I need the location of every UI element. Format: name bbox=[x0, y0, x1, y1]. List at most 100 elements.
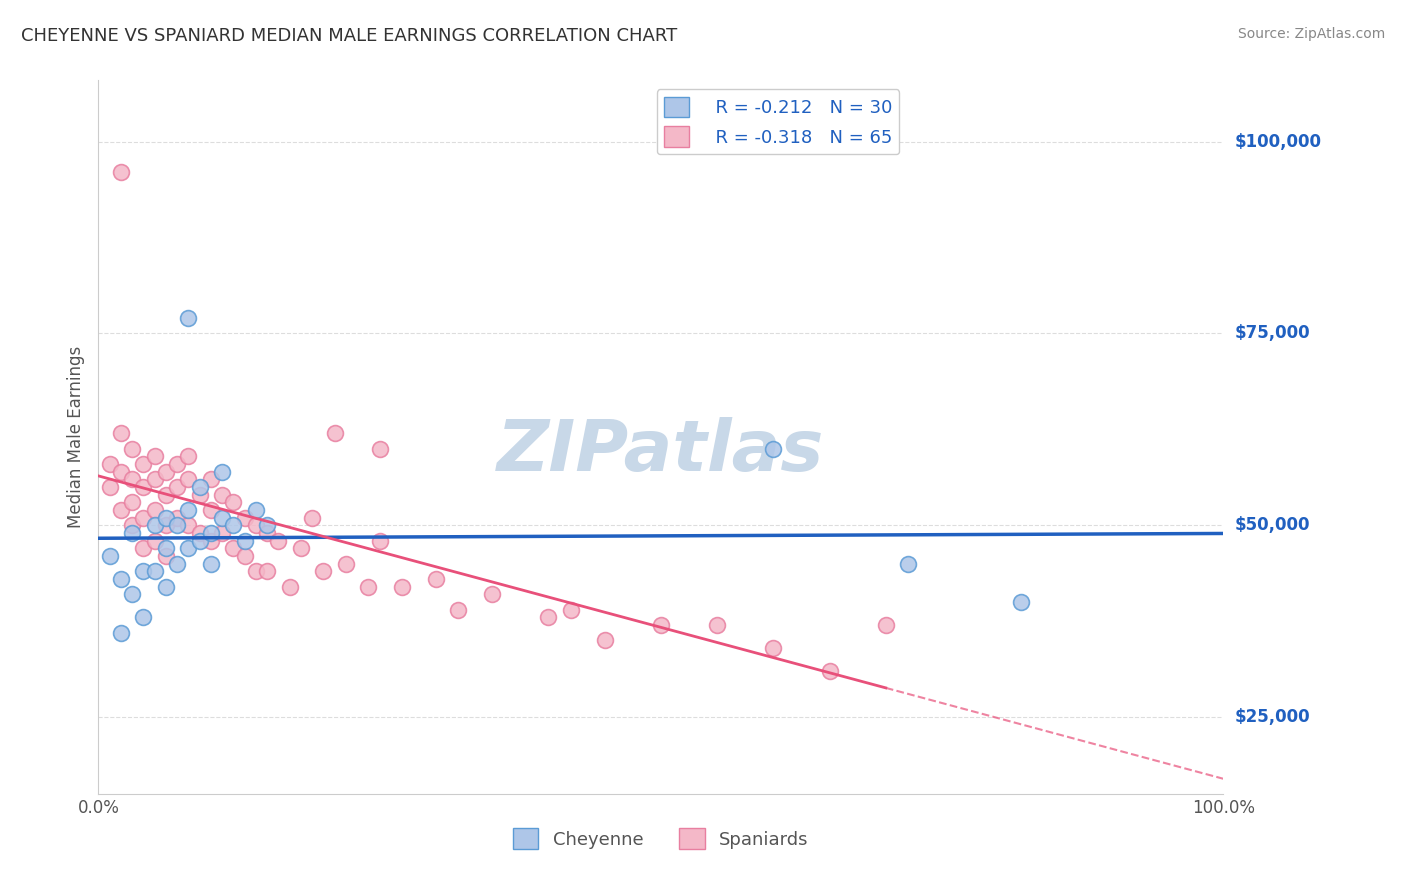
Text: $25,000: $25,000 bbox=[1234, 708, 1310, 726]
Point bbox=[233, 510, 256, 524]
Point bbox=[121, 526, 143, 541]
Point bbox=[110, 165, 132, 179]
Point bbox=[132, 541, 155, 556]
Point bbox=[211, 465, 233, 479]
Point bbox=[335, 557, 357, 571]
Point bbox=[391, 580, 413, 594]
Text: $50,000: $50,000 bbox=[1234, 516, 1310, 534]
Point bbox=[593, 633, 616, 648]
Point bbox=[110, 572, 132, 586]
Point bbox=[121, 518, 143, 533]
Point bbox=[200, 526, 222, 541]
Point bbox=[143, 450, 166, 464]
Y-axis label: Median Male Earnings: Median Male Earnings bbox=[66, 346, 84, 528]
Point bbox=[110, 625, 132, 640]
Point bbox=[245, 565, 267, 579]
Point bbox=[177, 472, 200, 486]
Point bbox=[875, 618, 897, 632]
Point bbox=[166, 510, 188, 524]
Point bbox=[368, 533, 391, 548]
Point bbox=[132, 565, 155, 579]
Point bbox=[537, 610, 560, 624]
Point bbox=[166, 518, 188, 533]
Point bbox=[188, 480, 211, 494]
Point bbox=[110, 503, 132, 517]
Point bbox=[98, 457, 121, 471]
Point bbox=[425, 572, 447, 586]
Point bbox=[98, 480, 121, 494]
Point bbox=[200, 503, 222, 517]
Point bbox=[132, 610, 155, 624]
Point bbox=[143, 518, 166, 533]
Point bbox=[143, 533, 166, 548]
Point bbox=[200, 557, 222, 571]
Point bbox=[177, 541, 200, 556]
Point bbox=[143, 565, 166, 579]
Text: $100,000: $100,000 bbox=[1234, 133, 1322, 151]
Text: ZIPatlas: ZIPatlas bbox=[498, 417, 824, 486]
Point bbox=[155, 488, 177, 502]
Point bbox=[143, 503, 166, 517]
Point bbox=[762, 641, 785, 656]
Point bbox=[121, 442, 143, 456]
Point bbox=[155, 510, 177, 524]
Point bbox=[177, 311, 200, 326]
Point bbox=[155, 580, 177, 594]
Point bbox=[177, 503, 200, 517]
Point bbox=[166, 557, 188, 571]
Text: CHEYENNE VS SPANIARD MEDIAN MALE EARNINGS CORRELATION CHART: CHEYENNE VS SPANIARD MEDIAN MALE EARNING… bbox=[21, 27, 678, 45]
Point bbox=[211, 488, 233, 502]
Point bbox=[211, 510, 233, 524]
Point bbox=[290, 541, 312, 556]
Text: $75,000: $75,000 bbox=[1234, 325, 1310, 343]
Point bbox=[110, 465, 132, 479]
Point bbox=[447, 603, 470, 617]
Point bbox=[278, 580, 301, 594]
Text: Source: ZipAtlas.com: Source: ZipAtlas.com bbox=[1237, 27, 1385, 41]
Point bbox=[155, 549, 177, 563]
Point bbox=[1010, 595, 1032, 609]
Point bbox=[177, 518, 200, 533]
Point bbox=[481, 587, 503, 601]
Point bbox=[560, 603, 582, 617]
Point bbox=[267, 533, 290, 548]
Point bbox=[110, 426, 132, 441]
Point bbox=[121, 587, 143, 601]
Point bbox=[256, 518, 278, 533]
Point bbox=[245, 518, 267, 533]
Point bbox=[143, 472, 166, 486]
Point bbox=[818, 664, 841, 678]
Point bbox=[222, 518, 245, 533]
Point bbox=[312, 565, 335, 579]
Point bbox=[166, 480, 188, 494]
Point bbox=[245, 503, 267, 517]
Point bbox=[200, 472, 222, 486]
Point bbox=[222, 495, 245, 509]
Point bbox=[188, 533, 211, 548]
Point bbox=[357, 580, 380, 594]
Point bbox=[121, 495, 143, 509]
Point bbox=[301, 510, 323, 524]
Point bbox=[200, 533, 222, 548]
Point bbox=[368, 442, 391, 456]
Point bbox=[177, 450, 200, 464]
Point bbox=[650, 618, 672, 632]
Point bbox=[188, 488, 211, 502]
Point bbox=[706, 618, 728, 632]
Point bbox=[323, 426, 346, 441]
Legend: Cheyenne, Spaniards: Cheyenne, Spaniards bbox=[506, 821, 815, 856]
Point bbox=[256, 526, 278, 541]
Point bbox=[121, 472, 143, 486]
Point bbox=[155, 541, 177, 556]
Point bbox=[132, 457, 155, 471]
Point bbox=[233, 533, 256, 548]
Point bbox=[897, 557, 920, 571]
Point bbox=[155, 518, 177, 533]
Point bbox=[222, 541, 245, 556]
Point bbox=[155, 465, 177, 479]
Point bbox=[762, 442, 785, 456]
Point bbox=[132, 480, 155, 494]
Point bbox=[211, 526, 233, 541]
Point bbox=[132, 510, 155, 524]
Point bbox=[233, 549, 256, 563]
